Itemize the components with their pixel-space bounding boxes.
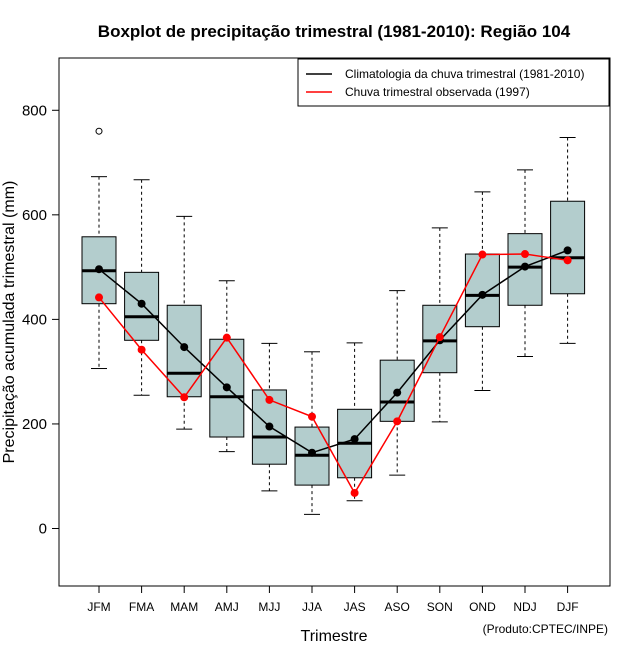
box-MJJ	[251, 342, 287, 492]
x-axis-label: Trimestre	[301, 628, 368, 645]
series-point-1	[393, 417, 402, 426]
legend: Climatologia da chuva trimestral (1981-2…	[297, 58, 610, 107]
y-tick-label: 400	[22, 311, 47, 328]
x-tick-label: NDJ	[513, 600, 536, 614]
box-iqr	[464, 253, 500, 328]
series-point-1	[350, 488, 359, 497]
series-point-0	[265, 422, 274, 431]
y-axis-label: Precipitação acumulada trimestral (mm)	[1, 181, 18, 464]
series-point-1	[137, 345, 146, 354]
x-tick-label: JJA	[302, 600, 322, 614]
chart-title: Boxplot de precipitação trimestral (1981…	[98, 22, 571, 41]
series-point-0	[95, 265, 103, 274]
series-point-1	[478, 250, 487, 259]
box-JFM	[81, 127, 117, 370]
x-tick-label: MJJ	[258, 600, 280, 614]
series-point-1	[435, 333, 444, 342]
box-DJF	[550, 136, 586, 344]
series-point-1	[222, 333, 231, 342]
series-point-0	[393, 388, 402, 397]
series-point-1	[180, 393, 189, 402]
y-axis: 0 200 400 600 800	[22, 102, 60, 537]
series-point-0	[478, 290, 487, 299]
series-point-1	[308, 412, 316, 421]
series-point-0	[180, 343, 189, 352]
series-point-0	[308, 448, 316, 457]
series-point-1	[95, 293, 103, 302]
series-point-1	[521, 250, 529, 259]
series-line-1	[98, 253, 568, 495]
series-point-0	[350, 435, 359, 444]
x-axis: JFM FMA MAM AMJ MJJ JJA JAS ASO SON OND NDJ DJF	[87, 585, 579, 614]
series-point-0	[521, 262, 529, 271]
legend-label-climatology: Climatologia da chuva trimestral (1981-2…	[345, 67, 584, 81]
x-tick-label: SON	[427, 600, 453, 614]
x-tick-label: OND	[469, 600, 496, 614]
box-ASO	[379, 290, 415, 476]
legend-label-observed: Chuva trimestral observada (1997)	[345, 85, 530, 99]
boxes	[81, 127, 586, 515]
box-SON	[422, 227, 458, 423]
box-AMJ	[209, 280, 245, 453]
x-tick-label: JFM	[87, 600, 110, 614]
legend-box	[297, 58, 610, 107]
series-point-0	[137, 299, 146, 308]
series-point-1	[265, 395, 274, 404]
x-tick-label: JAS	[344, 600, 366, 614]
series-line-0	[98, 249, 568, 454]
series-point-0	[563, 246, 572, 255]
box-JJA	[294, 351, 330, 515]
box-JAS	[337, 342, 373, 502]
x-tick-label: DJF	[557, 600, 579, 614]
outlier-point	[95, 127, 103, 135]
y-tick-label: 200	[22, 416, 47, 433]
y-tick-label: 600	[22, 207, 47, 224]
x-tick-label: ASO	[385, 600, 410, 614]
series-lines	[95, 246, 572, 497]
x-tick-label: AMJ	[215, 600, 239, 614]
series-point-0	[222, 383, 231, 392]
series-point-1	[563, 256, 572, 265]
x-tick-label: MAM	[170, 600, 198, 614]
credit-text: (Produto:CPTEC/INPE)	[483, 622, 608, 636]
y-tick-label: 800	[22, 102, 47, 119]
x-tick-label: FMA	[129, 600, 154, 614]
y-tick-label: 0	[39, 520, 47, 537]
